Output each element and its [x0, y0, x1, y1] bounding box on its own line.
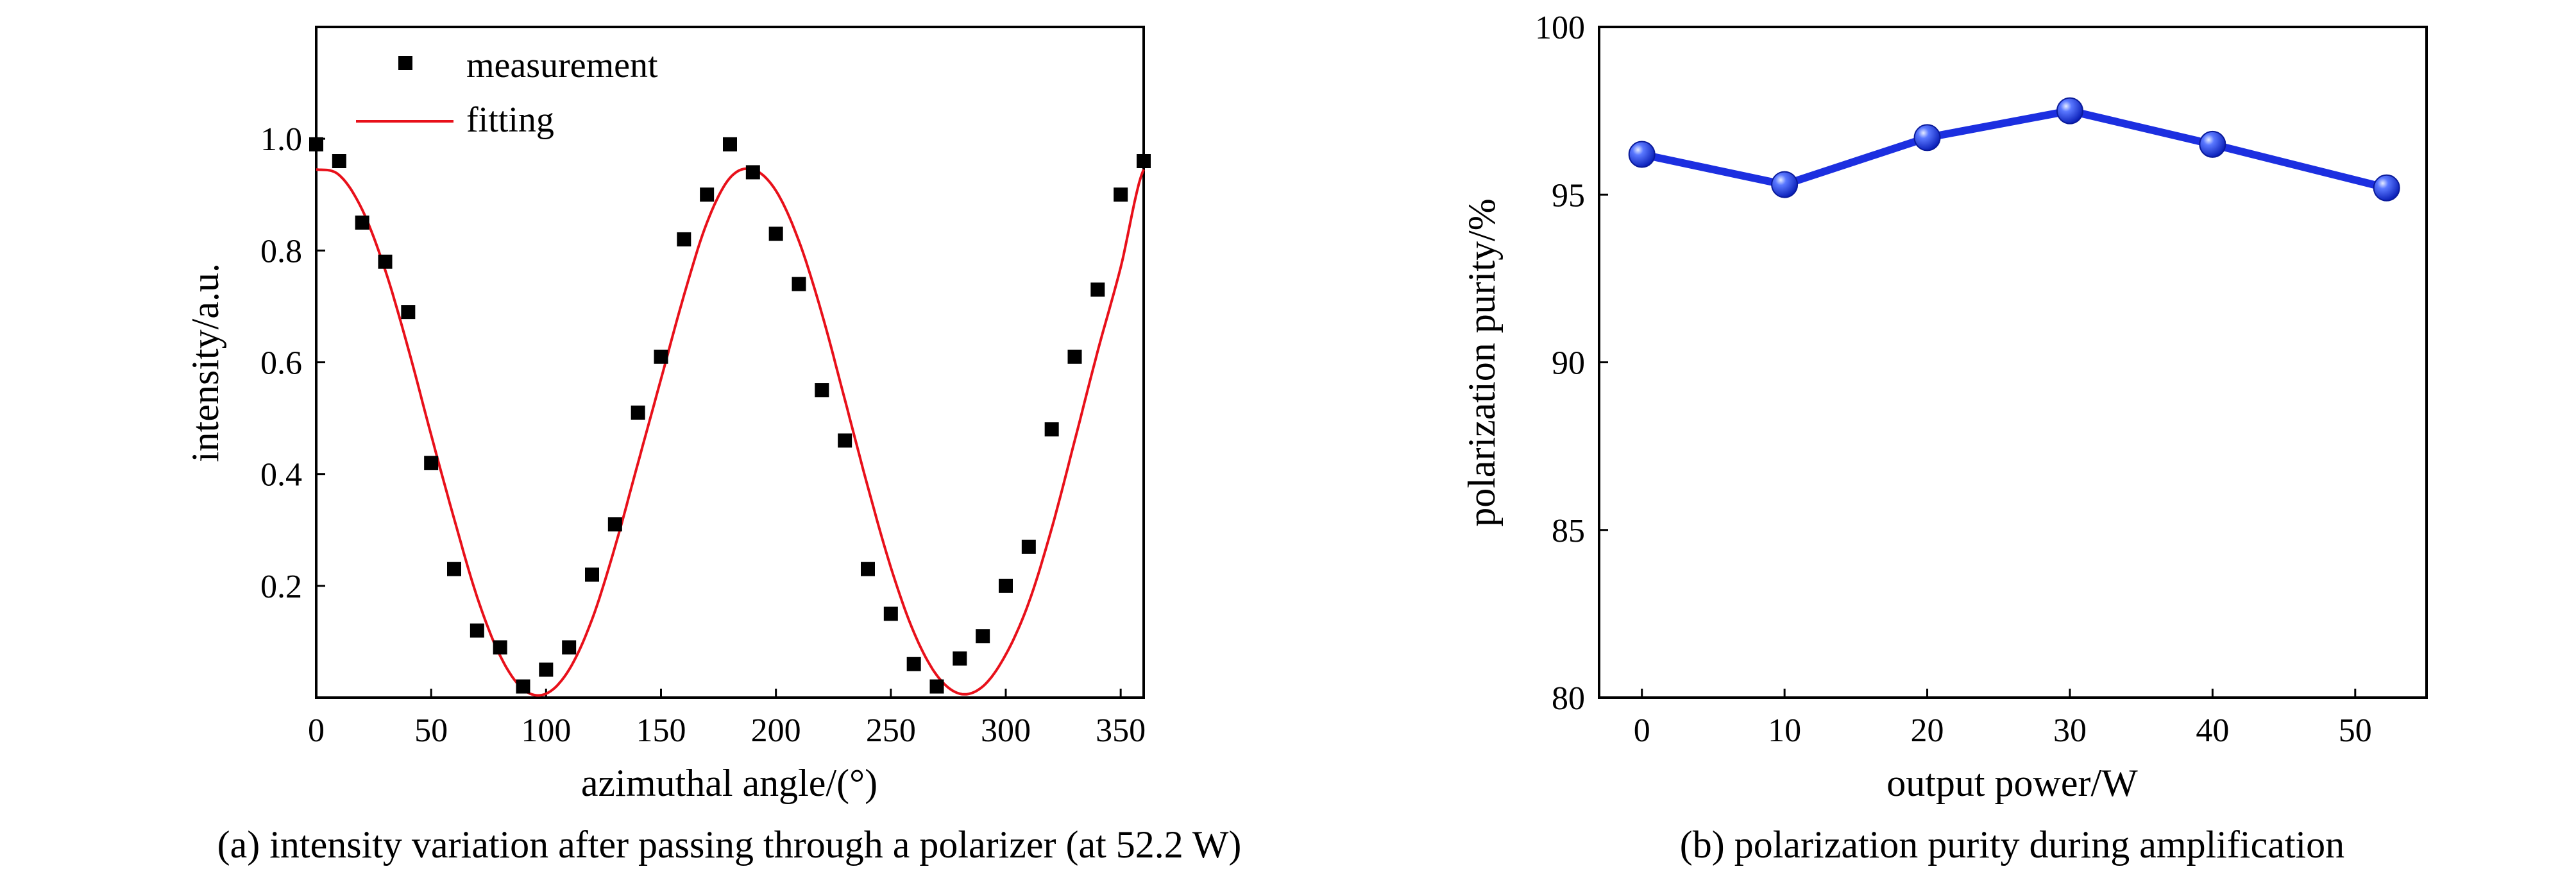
- measurement-point: [424, 456, 439, 470]
- panel-b-x-tick-label: 40: [2196, 712, 2229, 749]
- measurement-point: [470, 623, 484, 638]
- measurement-point: [631, 405, 645, 420]
- panel-a-x-axis-label: azimuthal angle/(°): [581, 762, 877, 804]
- legend-marker-measurement: [398, 56, 412, 70]
- panel-b-x-tick-label: 0: [1634, 712, 1650, 749]
- panel-b-y-tick-label: 80: [1552, 680, 1585, 717]
- panel-a-plot-frame: [315, 26, 1145, 699]
- panel-a-x-tick-label: 250: [866, 712, 916, 749]
- panel-b-y-tick-label: 100: [1535, 10, 1585, 46]
- panel-b-x-tick-label: 10: [1768, 712, 1801, 749]
- panel-b-y-tick-label: 85: [1552, 513, 1585, 549]
- panel-a-y-tick-label: 0.6: [260, 345, 302, 382]
- panel-b-x-tick-label: 50: [2339, 712, 2372, 749]
- measurement-point: [309, 137, 323, 151]
- measurement-point: [1114, 187, 1128, 202]
- panel-b-x-tick-label: 20: [1911, 712, 1944, 749]
- panel-b-caption: (b) polarization purity during amplifica…: [1680, 823, 2344, 866]
- measurement-point: [953, 651, 967, 666]
- measurement-point: [700, 187, 715, 202]
- panel-a-x-tick-label: 50: [414, 712, 448, 749]
- measurement-point: [447, 562, 461, 576]
- measurement-point: [976, 629, 990, 644]
- panel-a-x-tick-label: 300: [981, 712, 1031, 749]
- panel-a-y-tick-label: 0.8: [260, 233, 302, 270]
- panel-a-y-tick-label: 0.4: [260, 457, 302, 494]
- measurement-point: [401, 305, 416, 320]
- purity-point: [1771, 171, 1799, 198]
- measurement-point: [1021, 539, 1036, 554]
- measurement-point: [792, 277, 806, 291]
- panel-a-x-tick-label: 200: [751, 712, 801, 749]
- panel-a-x-tick-label: 350: [1096, 712, 1146, 749]
- measurement-point: [607, 517, 622, 532]
- panel-b-y-axis-label: polarization purity/%: [1461, 198, 1503, 527]
- measurement-point: [539, 662, 554, 677]
- purity-point: [2373, 174, 2400, 202]
- measurement-point: [1067, 349, 1082, 364]
- purity-point: [2199, 130, 2226, 158]
- purity-series-line: [1641, 107, 2388, 192]
- measurement-point: [929, 679, 944, 694]
- measurement-point: [355, 215, 369, 230]
- panel-b-x-axis-label: output power/W: [1886, 762, 2138, 804]
- measurement-point: [378, 254, 393, 269]
- panel-a-caption: (a) intensity variation after passing th…: [217, 823, 1242, 866]
- measurement-point: [585, 567, 599, 582]
- panel-a-y-axis-label: intensity/a.u.: [184, 263, 226, 462]
- panel-a-y-tick-label: 0.2: [260, 569, 302, 605]
- measurement-point: [768, 227, 783, 241]
- measurement-point: [1137, 154, 1151, 168]
- measurement-point: [838, 433, 852, 448]
- measurement-point: [516, 679, 530, 694]
- purity-point: [1913, 124, 1941, 151]
- panel-a-legend: measurement fitting: [356, 46, 658, 140]
- measurement-point: [654, 349, 668, 364]
- panel-a-x-tick-label: 100: [521, 712, 571, 749]
- panel-a-x-tick-label: 150: [636, 712, 686, 749]
- panel-b-chart: 0 10 20 30 40 50 80 85 90 95 100 output power/W po…: [1461, 10, 2428, 866]
- measurement-point: [999, 578, 1013, 593]
- measurement-point: [723, 137, 737, 151]
- measurement-point: [861, 562, 875, 576]
- legend-label-fitting: fitting: [466, 100, 554, 140]
- fitting-curve: [316, 167, 1145, 697]
- measurement-point: [493, 640, 507, 655]
- measurement-point: [332, 154, 346, 168]
- purity-point: [1628, 141, 1656, 168]
- measurement-point: [1090, 282, 1105, 297]
- measurement-point: [562, 640, 577, 655]
- measurement-point: [906, 657, 921, 671]
- purity-point: [2056, 97, 2083, 125]
- panel-a-y-tick-label: 1.0: [260, 121, 302, 158]
- measurement-point: [883, 607, 898, 621]
- panel-a-chart: 0 50 100 150 200 250 300 350 0.2 0.4 0.6 0.8 1.0 mea…: [184, 26, 1242, 866]
- measurement-point: [677, 232, 691, 246]
- panel-a-x-tick-label: 0: [308, 712, 325, 749]
- measurement-point: [1044, 422, 1059, 436]
- panel-b-x-tick-label: 30: [2053, 712, 2087, 749]
- legend-label-measurement: measurement: [466, 46, 658, 85]
- panel-b-plot-frame: [1598, 26, 2428, 699]
- panel-b-y-tick-label: 90: [1552, 345, 1585, 382]
- measurement-point: [745, 165, 760, 180]
- measurement-point: [815, 383, 829, 398]
- panel-b-y-tick-label: 95: [1552, 177, 1585, 214]
